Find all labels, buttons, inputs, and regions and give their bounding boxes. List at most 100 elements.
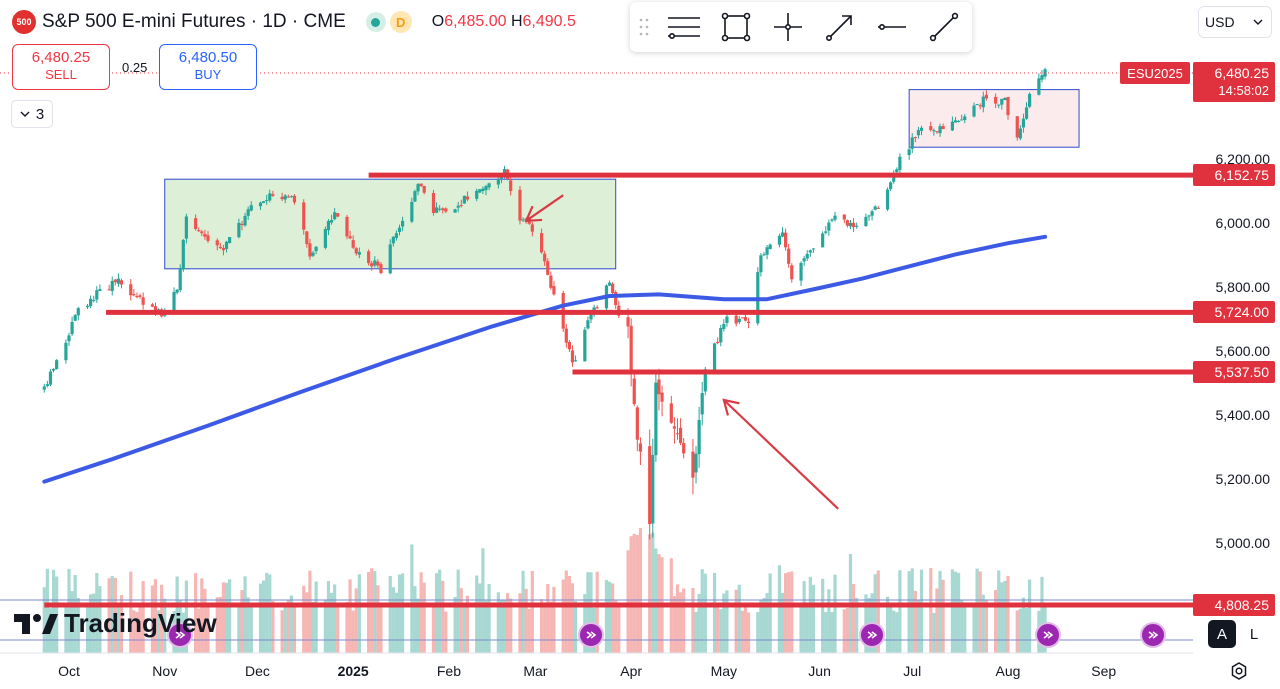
crosshair-icon[interactable] (762, 2, 814, 52)
volume-bar (45, 568, 49, 653)
candle (76, 306, 80, 321)
buy-label: BUY (194, 67, 222, 82)
volume-bar (302, 585, 306, 653)
sell-button[interactable]: 6,480.25 SELL (12, 44, 110, 90)
candle (376, 259, 380, 268)
candle (635, 405, 639, 452)
volume-bar (249, 607, 253, 653)
volume-bar (218, 596, 222, 653)
horizontal-lines-icon[interactable] (658, 2, 710, 52)
volume-bar (956, 572, 961, 653)
candle (135, 292, 139, 299)
volume-bar (499, 599, 504, 653)
candle (570, 345, 575, 367)
event-marker-icon[interactable] (1035, 622, 1062, 648)
volume-bar (777, 565, 782, 653)
candle (73, 313, 77, 322)
trend-line-icon[interactable] (918, 2, 970, 52)
volume-bar (694, 611, 698, 653)
candle (329, 214, 334, 225)
volume-bar (1000, 582, 1004, 653)
candle (45, 380, 49, 388)
volume-bar (604, 580, 609, 653)
candle (218, 243, 222, 250)
event-marker-icon[interactable] (1140, 622, 1167, 648)
volume-bar (107, 578, 111, 653)
candle (110, 276, 114, 296)
candle (953, 116, 958, 123)
candle (64, 339, 68, 364)
annotation-arrow[interactable] (524, 194, 564, 222)
volume-bar (567, 575, 571, 653)
auto-scale-button[interactable]: A (1208, 620, 1236, 648)
volume-bar (286, 599, 290, 653)
indicators-collapse-button[interactable]: 3 (11, 100, 53, 128)
volume-bar (552, 586, 556, 653)
currency-select[interactable]: USD (1198, 6, 1272, 38)
volume-bar (539, 599, 544, 653)
volume-bar (184, 580, 188, 653)
candle (784, 228, 788, 251)
event-marker-icon[interactable] (167, 622, 194, 648)
annotation-arrow[interactable] (722, 398, 839, 510)
volume-bar (919, 569, 924, 653)
levels-layer[interactable] (0, 172, 1193, 641)
volume-bar (85, 605, 90, 653)
volume-bar (441, 580, 445, 653)
candle (746, 317, 751, 329)
volume-bar (308, 570, 312, 653)
horizontal-ray-icon[interactable] (866, 2, 918, 52)
volume-bar (842, 609, 846, 653)
candle (116, 273, 121, 287)
volume-bar (391, 587, 395, 653)
volume-bar (935, 588, 939, 653)
log-scale-button[interactable]: L (1240, 620, 1268, 648)
level-price-tag: 5,724.00 (1193, 301, 1275, 324)
candle (963, 113, 967, 124)
arrow-icon[interactable] (814, 2, 866, 52)
candle (950, 116, 955, 132)
candle (1006, 96, 1010, 120)
volume-bar (963, 602, 967, 653)
volume-bar (678, 592, 683, 653)
moving-average-line[interactable] (42, 234, 1048, 484)
tradingview-logo[interactable]: TradingView (12, 608, 217, 639)
volume-bar (746, 612, 751, 653)
candle (311, 250, 315, 258)
high-value: 6,490.5 (522, 13, 576, 30)
volume-bar (197, 608, 201, 653)
volume-bar (487, 584, 491, 653)
market-open-icon[interactable] (365, 12, 386, 32)
candle (960, 114, 964, 121)
candle (246, 206, 250, 220)
candle (824, 226, 828, 235)
volume-bar (638, 527, 643, 653)
volume-bar (675, 584, 680, 653)
candle (864, 213, 868, 227)
candle (354, 246, 358, 256)
candle (716, 337, 720, 345)
volume-bar (258, 583, 263, 653)
drag-grip-icon[interactable] (630, 17, 658, 37)
currency-value: USD (1205, 14, 1235, 30)
symbol-title[interactable]: S&P 500 E-mini Futures · 1D · CME (42, 11, 346, 32)
arrows-layer[interactable] (524, 194, 839, 510)
data-status-badge[interactable]: D (389, 11, 412, 33)
candle (181, 238, 185, 272)
volume-bar (546, 584, 550, 653)
volume-bar (570, 583, 575, 653)
rectangle-icon[interactable] (710, 2, 762, 52)
volume-bar (203, 588, 207, 653)
candle (848, 219, 853, 230)
buy-button[interactable]: 6,480.50 BUY (159, 44, 257, 90)
gear-icon[interactable] (1229, 661, 1249, 681)
symbol-logo[interactable]: 500 (12, 10, 36, 34)
event-marker-icon[interactable] (578, 622, 604, 648)
candle (651, 438, 655, 538)
candle (422, 185, 426, 195)
candle (326, 219, 331, 236)
volume-bar (246, 597, 250, 653)
volume-bar (759, 599, 763, 653)
event-marker-icon[interactable] (859, 622, 886, 648)
